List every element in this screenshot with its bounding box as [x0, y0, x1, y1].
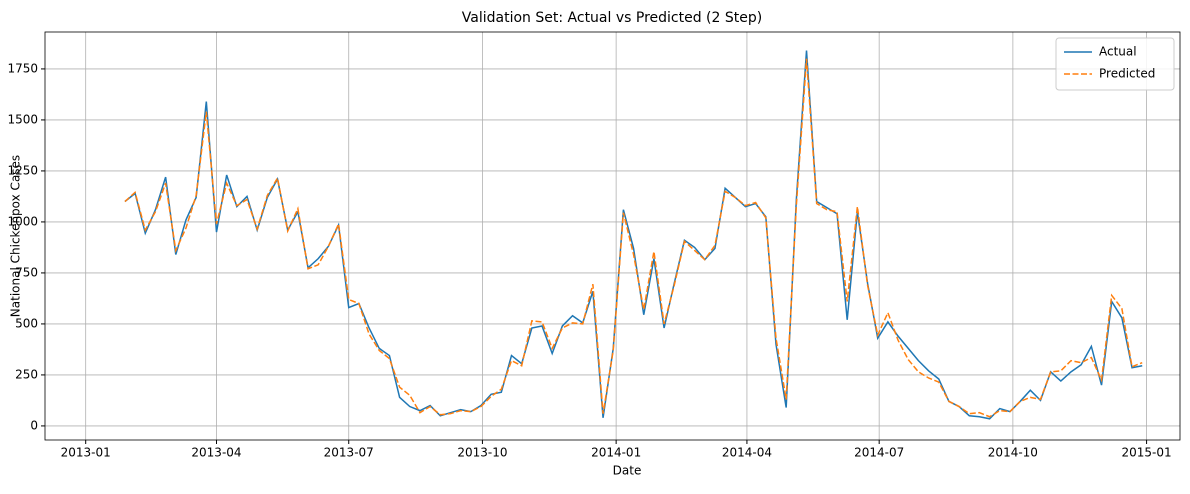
x-tick-label: 2013-07 — [324, 446, 374, 460]
x-tick-label: 2015-01 — [1122, 446, 1172, 460]
y-tick-label: 1000 — [7, 214, 38, 228]
y-tick-label: 250 — [15, 367, 38, 381]
legend-label: Actual — [1099, 45, 1137, 59]
y-tick-label: 0 — [30, 418, 38, 432]
x-tick-label: 2014-04 — [722, 446, 772, 460]
y-tick-label: 1500 — [7, 112, 38, 126]
plot-frame — [44, 31, 1181, 441]
data-line — [124, 50, 1143, 420]
x-tick-label: 2014-10 — [988, 446, 1038, 460]
y-tick-label: 1750 — [7, 61, 38, 75]
y-tick-label: 500 — [15, 316, 38, 330]
x-axis-label: Date — [613, 464, 642, 478]
x-tick-label: 2013-01 — [61, 446, 111, 460]
y-tick-label: 750 — [15, 265, 38, 279]
y-axis-label: National Chickenpox Cases — [9, 155, 23, 317]
data-line — [124, 58, 1143, 418]
x-tick-label: 2014-07 — [854, 446, 904, 460]
chart-title: Validation Set: Actual vs Predicted (2 S… — [462, 10, 762, 26]
x-tick-label: 2013-04 — [191, 446, 241, 460]
legend-box — [1055, 37, 1175, 91]
legend-label: Predicted — [1099, 67, 1155, 81]
y-tick-label: 1250 — [7, 163, 38, 177]
x-tick-label: 2013-10 — [457, 446, 507, 460]
x-tick-label: 2014-01 — [591, 446, 641, 460]
